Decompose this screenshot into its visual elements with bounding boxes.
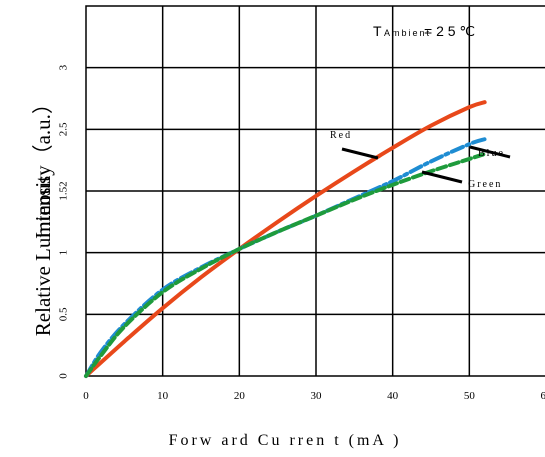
annotation-symbol: T xyxy=(373,23,382,39)
y-axis-label-part2: Intensity（a.u.） xyxy=(31,93,55,239)
y-tick-label: 1 xyxy=(58,250,70,256)
y-tick-label: 3 xyxy=(58,64,70,70)
series-line-red xyxy=(84,100,487,378)
series-label-pointers xyxy=(341,145,511,184)
grid xyxy=(86,6,545,376)
series-line-green xyxy=(84,152,487,378)
pointer-green xyxy=(421,170,463,184)
x-tick-labels: 0 10 20 30 40 50 60 xyxy=(83,390,545,402)
annotation-subscript: Ambient xyxy=(384,28,431,38)
y-tick-label: 1.52 xyxy=(58,181,70,200)
y-tick-label: 2.5 xyxy=(58,122,70,136)
x-tick-label: 50 xyxy=(464,390,476,402)
x-tick-label: 40 xyxy=(387,390,399,402)
x-tick-label: 30 xyxy=(311,390,323,402)
y-tick-label: 0.5 xyxy=(58,307,70,321)
series-lines xyxy=(84,100,487,378)
plot-frame xyxy=(85,5,545,377)
ambient-temperature-annotation: T Ambient = 2 5 ℃ xyxy=(373,23,475,39)
y-axis-label-part1: Relative Luminous xyxy=(31,176,55,336)
x-axis-label: Forw ard Cu rren t (mA ) xyxy=(169,432,402,449)
x-tick-label: 20 xyxy=(234,390,246,402)
x-tick-label: 0 xyxy=(83,390,89,402)
y-tick-label: 0 xyxy=(58,373,70,379)
series-label-red: Red xyxy=(330,130,352,141)
pointer-red xyxy=(341,147,379,160)
series-label-green: Green xyxy=(468,179,502,190)
x-tick-label: 10 xyxy=(157,390,169,402)
y-tick-labels: 0 0.5 1 1.52 2.5 3 xyxy=(58,64,70,378)
annotation-value: = 2 5 ℃ xyxy=(424,23,475,39)
pointer-blue xyxy=(469,145,511,159)
x-tick-label: 60 xyxy=(541,390,545,402)
y-axis-label-group: Relative Luminous Intensity（a.u.） xyxy=(31,93,55,336)
series-label-blue: Blue xyxy=(478,148,505,159)
